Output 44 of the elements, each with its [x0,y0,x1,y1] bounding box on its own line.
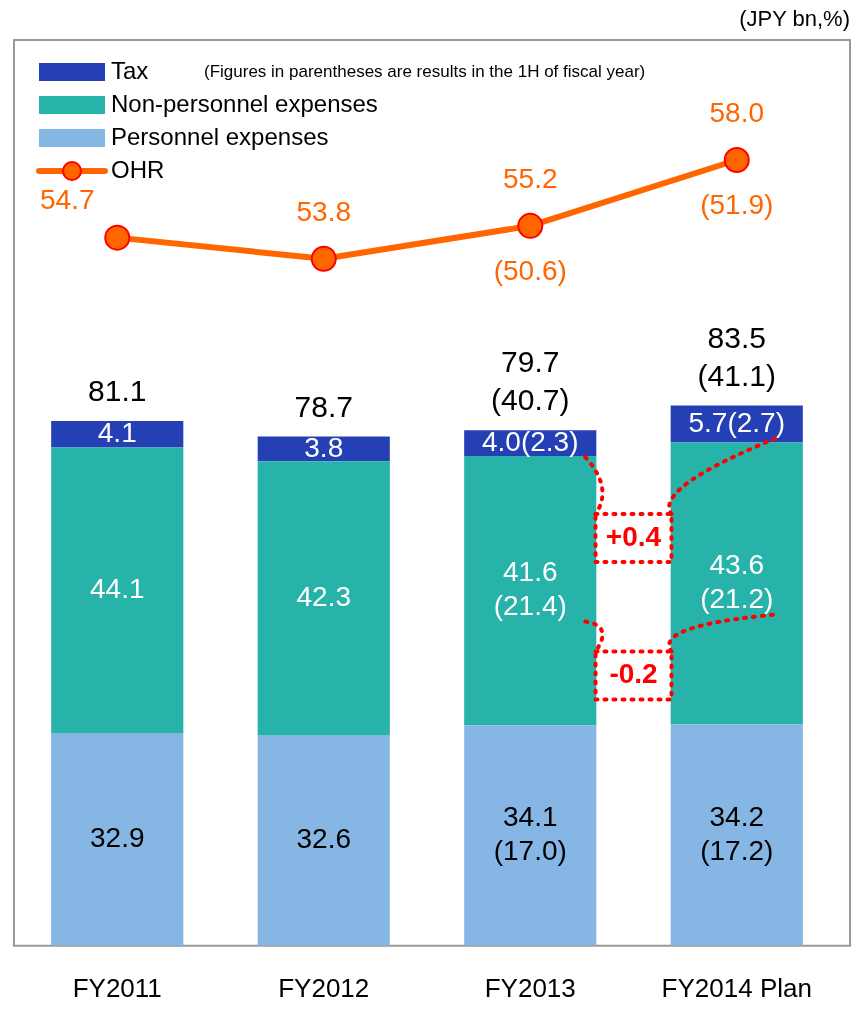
data-label: 32.6 [296,823,351,855]
bar [257,461,390,735]
bar [51,732,184,946]
bar [257,734,390,946]
data-label: 34.2 (17.2) [700,800,774,866]
text: 58.0 (51.9) [700,96,774,220]
bar [464,725,597,946]
legend-label: Tax [111,56,149,84]
point [723,146,750,173]
data-label: 42.3 [296,580,351,612]
total-label: 79.7 (40.7) [491,345,570,417]
legend-label: OHR [111,155,165,183]
data-label: 41.6 (21.4) [493,556,567,622]
bar [51,447,184,733]
data-label: 4.0(2.3) [482,425,579,457]
data-label: 3.8 [304,431,344,463]
point [104,224,131,251]
point [310,245,337,272]
data-label: 32.9 [90,822,145,854]
x-tick-label: FY2013 [484,972,576,1003]
x-tick-label: FY2014 Plan [661,972,812,1003]
data-label: 34.1 (17.0) [493,801,567,867]
data-label: 44.1 [90,572,145,604]
point [517,212,544,239]
bar [51,421,184,448]
data-label: 4.1 [97,417,137,449]
x-tick-label: FY2011 [72,972,162,1003]
legend-label: Non-personnel expenses [111,89,378,117]
annotation: -0.2 [609,658,658,690]
data-label: 43.6 (21.2) [700,549,774,615]
data-label: 54.7 [40,184,95,216]
bar [670,724,803,946]
annotation: +0.4 [605,520,662,552]
x-tick-label: FY2012 [278,972,370,1003]
total-label: 83.5 (41.1) [697,320,776,392]
data-label: 53.8 [296,195,351,227]
bar [464,456,597,726]
total-label: 81.1 [88,374,147,408]
data-label: 5.7(2.7) [688,406,785,438]
total-label: 78.7 [294,389,353,423]
text: 55.2 (50.6) [493,162,567,286]
annotation: (Figures in parentheses are results in the 1H of fiscal year) [204,61,646,81]
text: (JPY bn,%) [739,6,850,32]
legend-label: Personnel expenses [111,122,329,150]
